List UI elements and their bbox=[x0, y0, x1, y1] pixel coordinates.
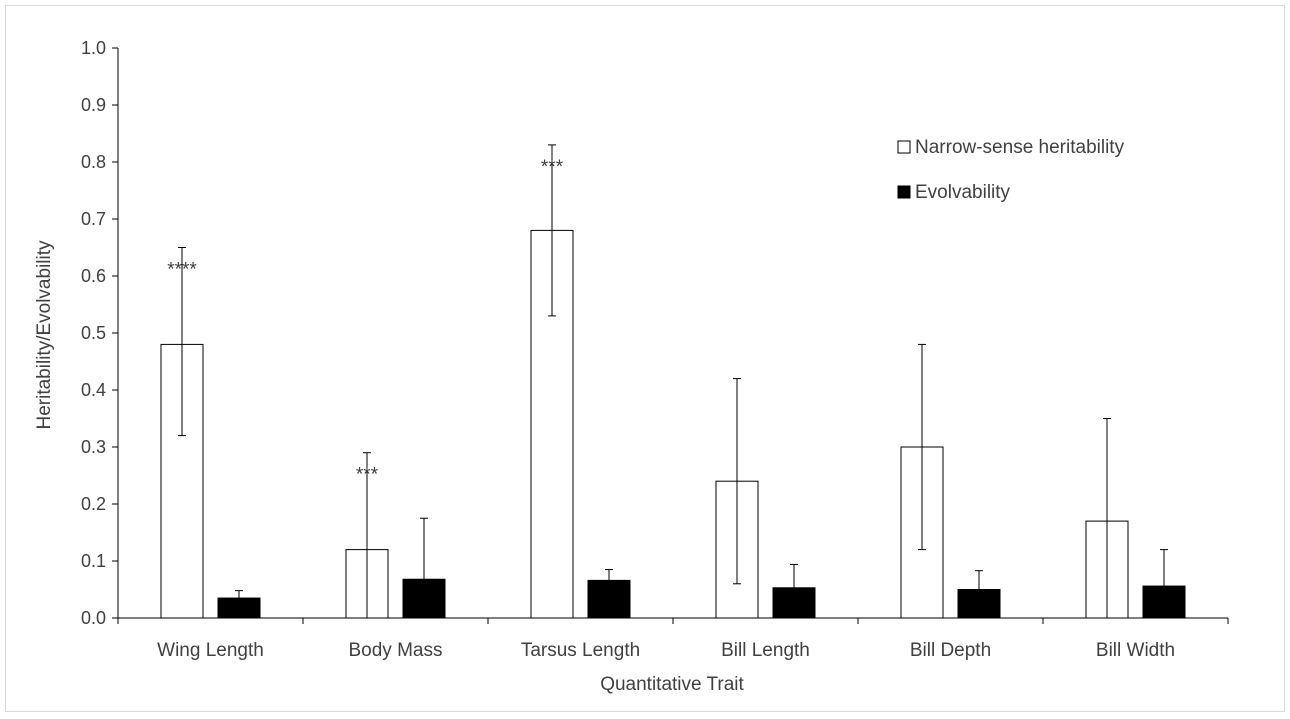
y-tick-label: 0.3 bbox=[81, 437, 106, 457]
error-bars bbox=[178, 144, 1168, 619]
y-tick-label: 0.0 bbox=[81, 608, 106, 628]
bar bbox=[530, 229, 574, 619]
x-tick-label: Bill Length bbox=[721, 640, 810, 661]
bar bbox=[587, 579, 631, 619]
legend: Narrow-sense heritability Evolvability bbox=[897, 137, 1125, 203]
axes: 0.0 0.1 0.2 0.3 0.4 0.5 0.6 0.7 0.8 0.9 1.0 Wing Le… bbox=[81, 38, 1229, 661]
bars bbox=[160, 229, 1186, 619]
y-tick-label: 0.8 bbox=[81, 152, 106, 172]
x-tick-label: Bill Width bbox=[1096, 640, 1175, 661]
y-tick-label: 0.6 bbox=[81, 266, 106, 286]
legend-label: Narrow-sense heritability bbox=[915, 137, 1125, 158]
bar bbox=[402, 578, 446, 619]
y-axis-title: Heritability/Evolvability bbox=[34, 240, 55, 430]
y-tick-label: 0.2 bbox=[81, 494, 106, 514]
significance-label: **** bbox=[167, 260, 197, 281]
x-tick-label: Bill Depth bbox=[910, 640, 991, 661]
x-tick-label: Tarsus Length bbox=[521, 640, 640, 661]
legend-swatch bbox=[897, 185, 911, 199]
x-axis-title: Quantitative Trait bbox=[600, 674, 744, 695]
y-tick-label: 0.7 bbox=[81, 209, 106, 229]
y-tick-label: 0.1 bbox=[81, 551, 106, 571]
significance-label: *** bbox=[541, 157, 564, 178]
legend-swatch bbox=[897, 140, 911, 154]
chart-frame bbox=[5, 5, 1285, 712]
significance-markers: ********** bbox=[167, 157, 563, 486]
y-tick-label: 1.0 bbox=[81, 38, 106, 58]
bar bbox=[217, 597, 261, 619]
x-tick-label: Body Mass bbox=[349, 640, 443, 661]
bar bbox=[772, 587, 816, 619]
y-tick-label: 0.5 bbox=[81, 323, 106, 343]
legend-label: Evolvability bbox=[915, 182, 1011, 203]
y-tick-label: 0.9 bbox=[81, 95, 106, 115]
bar bbox=[1142, 585, 1186, 619]
significance-label: *** bbox=[356, 465, 379, 486]
x-tick-label: Wing Length bbox=[157, 640, 264, 661]
y-tick-label: 0.4 bbox=[81, 380, 106, 400]
bar bbox=[957, 589, 1001, 619]
